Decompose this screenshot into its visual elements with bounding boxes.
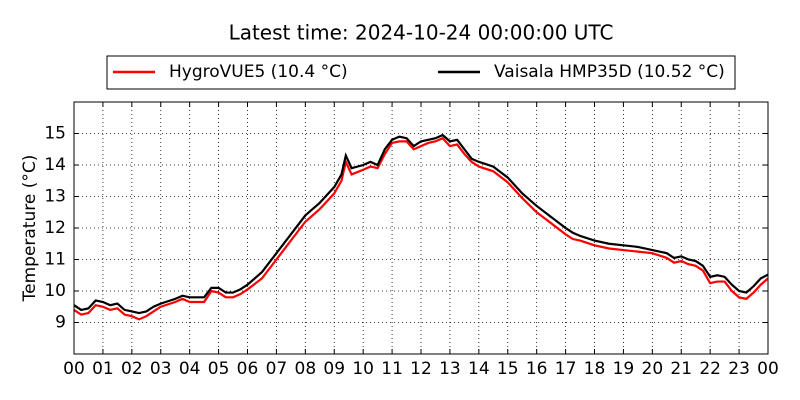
y-tick-label: 9 <box>55 313 66 333</box>
x-tick-label: 11 <box>381 359 403 379</box>
y-tick-label: 11 <box>44 250 66 270</box>
x-tick-label: 00 <box>63 359 85 379</box>
x-tick-label: 04 <box>179 359 201 379</box>
y-tick-label: 14 <box>44 155 66 175</box>
series-line <box>73 133 769 315</box>
x-tick-label: 05 <box>208 359 230 379</box>
chart-title: Latest time: 2024-10-24 00:00:00 UTC <box>229 21 614 45</box>
x-tick-label: 00 <box>757 359 779 379</box>
x-tick-label: 02 <box>121 359 143 379</box>
x-tick-label: 15 <box>497 359 519 379</box>
x-tick-label: 17 <box>555 359 577 379</box>
x-tick-label: 20 <box>642 359 664 379</box>
x-tick-label: 23 <box>728 359 750 379</box>
x-tick-label: 14 <box>468 359 490 379</box>
legend-label: Vaisala HMP35D (10.52 °C) <box>494 62 725 82</box>
x-tick-label: 03 <box>150 359 172 379</box>
x-tick-label: 07 <box>266 359 288 379</box>
x-tick-label: 09 <box>323 359 345 379</box>
x-tick-label: 21 <box>670 359 692 379</box>
legend-label: HygroVUE5 (10.4 °C) <box>169 62 348 82</box>
x-tick-label: 18 <box>584 359 606 379</box>
x-tick-label: 16 <box>526 359 548 379</box>
legend-box <box>106 55 736 90</box>
x-tick-label: 22 <box>699 359 721 379</box>
x-tick-label: 19 <box>613 359 635 379</box>
y-axis-label: Temperature (°C) <box>20 155 40 303</box>
y-tick-label: 12 <box>44 218 66 238</box>
x-tick-label: 10 <box>352 359 374 379</box>
y-tick-label: 13 <box>44 187 66 207</box>
x-tick-label: 08 <box>295 359 317 379</box>
y-tick-label: 10 <box>44 281 66 301</box>
series-line <box>73 136 769 321</box>
y-tick-label: 15 <box>44 124 66 144</box>
x-tick-label: 01 <box>92 359 114 379</box>
x-tick-label: 06 <box>237 359 259 379</box>
x-tick-label: 13 <box>439 359 461 379</box>
x-tick-label: 12 <box>410 359 432 379</box>
plot-frame <box>73 101 769 355</box>
